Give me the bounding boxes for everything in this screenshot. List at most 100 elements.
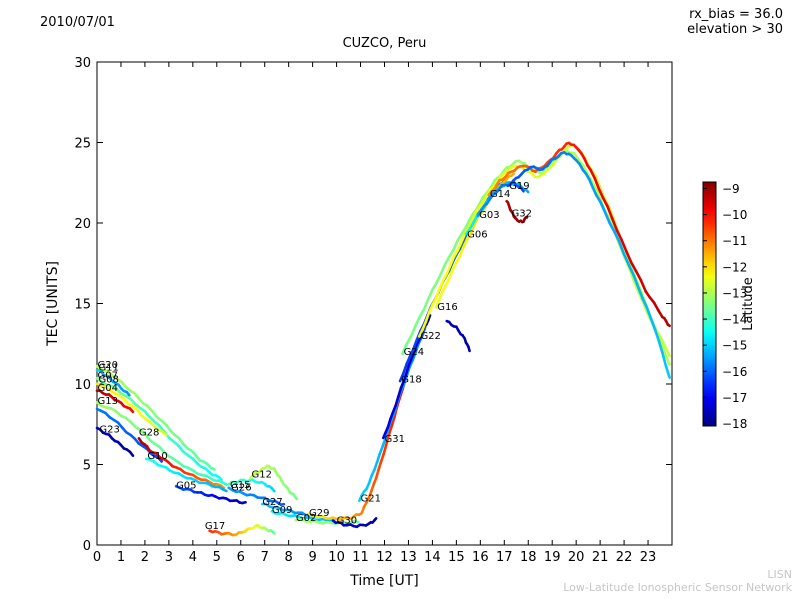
track-G14 xyxy=(625,250,633,264)
colorbar-label: Latitude xyxy=(741,277,756,331)
y-tick-label: 0 xyxy=(83,539,91,554)
date-label: 2010/07/01 xyxy=(40,15,115,30)
track-label-G21: G21 xyxy=(361,494,381,505)
track-G19 xyxy=(641,297,649,309)
colorbar-tick-label: −11 xyxy=(722,234,747,248)
track-G29 xyxy=(377,460,383,472)
x-tick-label: 4 xyxy=(189,550,197,565)
track-G14 xyxy=(629,261,638,273)
track-G30 xyxy=(373,517,378,522)
track-G22 xyxy=(424,311,431,324)
track-label-G15: G15 xyxy=(230,480,250,491)
x-tick-label: 2 xyxy=(141,550,149,565)
track-G19 xyxy=(622,253,631,267)
track-G22 xyxy=(449,255,456,267)
track-G18 xyxy=(402,362,408,375)
track-G16 xyxy=(462,237,469,249)
track-G20 xyxy=(209,466,216,471)
x-tick-label: 14 xyxy=(424,550,441,565)
x-tick-label: 3 xyxy=(165,550,173,565)
track-label-G20: G20 xyxy=(97,360,117,371)
track-G22 xyxy=(663,352,671,366)
track-G19 xyxy=(613,230,621,243)
track-label-G19: G19 xyxy=(509,181,529,192)
track-G14 xyxy=(656,308,664,319)
track-G22 xyxy=(431,296,438,307)
track-blue-hook xyxy=(467,345,471,353)
track-G24 xyxy=(422,297,430,311)
track-G24 xyxy=(452,239,459,252)
track-G12 xyxy=(293,495,299,501)
x-tick-label: 17 xyxy=(496,550,513,565)
track-label-G23: G23 xyxy=(99,424,119,435)
track-G21 xyxy=(367,474,373,485)
track-cyan-track xyxy=(156,456,163,463)
y-tick-label: 10 xyxy=(74,378,91,393)
track-G16 xyxy=(438,290,444,302)
track-G17 xyxy=(271,530,276,535)
track-label-G17: G17 xyxy=(205,521,225,532)
track-G24 xyxy=(589,177,597,189)
track-G29 xyxy=(390,416,396,428)
x-tick-label: 11 xyxy=(352,550,369,565)
track-G29 xyxy=(382,443,388,456)
track-G14 xyxy=(666,323,671,328)
track-G13 xyxy=(221,481,228,486)
track-G21 xyxy=(375,452,382,464)
track-label-G10: G10 xyxy=(147,451,167,462)
x-tick-label: 18 xyxy=(520,550,537,565)
track-label-G08: G08 xyxy=(98,374,118,385)
track-label-G32: G32 xyxy=(511,209,531,220)
track-G21 xyxy=(373,461,379,472)
track-G16 xyxy=(458,245,465,257)
track-G04 xyxy=(128,407,135,414)
track-G16 xyxy=(510,172,516,177)
track-G22 xyxy=(594,174,601,188)
track-label-G30: G30 xyxy=(337,515,357,526)
track-G14 xyxy=(589,168,597,180)
track-G22 xyxy=(438,279,445,290)
track-G14 xyxy=(606,204,614,220)
track-G28 xyxy=(219,483,226,490)
colorbar-tick-label: −14 xyxy=(722,313,747,327)
track-label-G11: G11 xyxy=(98,362,118,373)
track-G14 xyxy=(601,196,609,208)
track-label-G24: G24 xyxy=(404,347,424,358)
track-G14 xyxy=(652,301,660,312)
y-tick-label: 20 xyxy=(74,217,91,232)
track-G19 xyxy=(627,263,635,277)
x-tick-label: 23 xyxy=(640,550,657,565)
track-G16 xyxy=(473,215,480,227)
track-G06 xyxy=(524,188,530,194)
x-tick-label: 1 xyxy=(117,550,125,565)
track-G22 xyxy=(421,320,428,332)
track-G22 xyxy=(459,232,467,245)
track-G24 xyxy=(456,232,464,243)
x-tick-label: 0 xyxy=(93,550,101,565)
track-label-G04: G04 xyxy=(97,383,117,394)
track-G24 xyxy=(426,288,434,301)
track-G24 xyxy=(418,307,426,319)
track-G19 xyxy=(608,221,616,234)
watermark-network: Low-Latitude Ionospheric Sensor Network xyxy=(563,581,792,594)
track-G24 xyxy=(464,218,471,229)
track-label-G13: G13 xyxy=(97,396,117,407)
track-G19 xyxy=(591,186,598,197)
track-G03 xyxy=(519,186,525,193)
colorbar-tick-label: −18 xyxy=(722,417,747,431)
colorbar-tick-label: −15 xyxy=(722,339,747,353)
track-label-G31: G31 xyxy=(385,434,405,445)
track-G18 xyxy=(411,338,419,351)
track-G16 xyxy=(451,260,458,271)
track-label-G09: G09 xyxy=(272,505,292,516)
track-G14 xyxy=(597,187,605,200)
colorbar-tick-label: −16 xyxy=(722,365,747,379)
x-tick-label: 5 xyxy=(213,550,221,565)
track-G24 xyxy=(431,281,438,292)
x-tick-label: 7 xyxy=(261,550,269,565)
track-G21 xyxy=(414,343,420,354)
track-G29 xyxy=(387,424,393,436)
colorbar-tick-label: −9 xyxy=(722,182,740,196)
